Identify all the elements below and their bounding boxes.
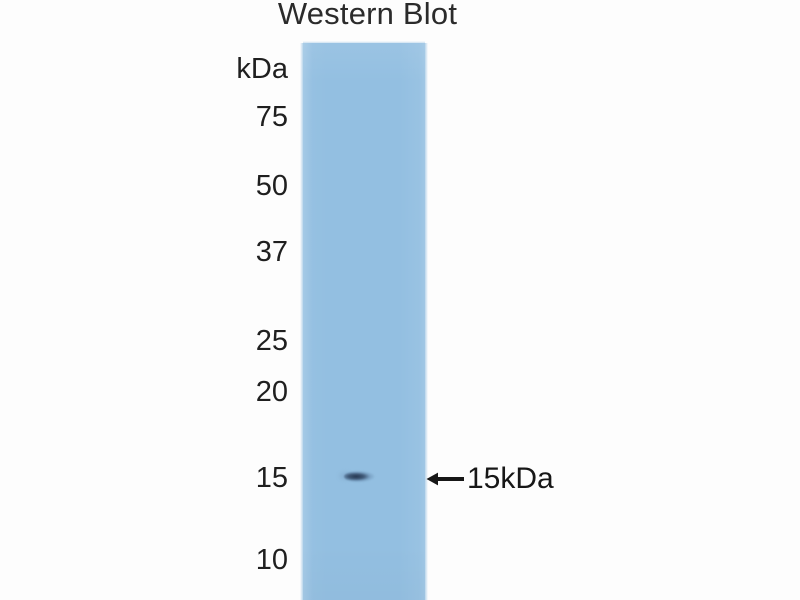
band-annotation: 15kDa xyxy=(425,462,554,496)
ladder-marker-37: 37 xyxy=(255,236,288,268)
ladder-marker-15: 15 xyxy=(255,462,288,494)
ladder-marker-20: 20 xyxy=(255,376,288,408)
ladder-marker-50: 50 xyxy=(255,170,288,202)
molecular-weight-ladder: kDa 75 50 37 25 20 15 10 xyxy=(0,0,293,600)
left-arrow-icon xyxy=(426,472,464,486)
ladder-marker-10: 10 xyxy=(255,544,288,576)
band-annotation-label: 15kDa xyxy=(467,462,554,495)
ladder-marker-75: 75 xyxy=(255,101,288,133)
protein-band xyxy=(344,471,376,482)
ladder-units-header: kDa xyxy=(236,53,288,85)
ladder-marker-25: 25 xyxy=(255,325,288,357)
gel-lane xyxy=(303,43,425,600)
page-title: Western Blot xyxy=(277,0,458,31)
